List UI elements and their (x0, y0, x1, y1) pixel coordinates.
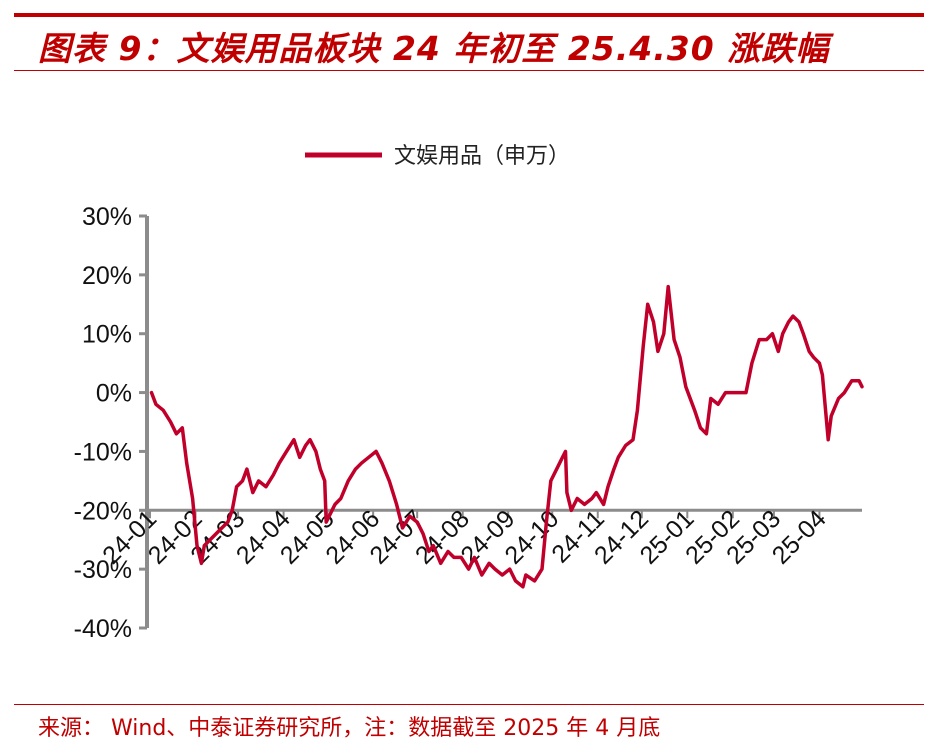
y-tick-label: 20% (82, 262, 132, 290)
y-tick-label: -10% (74, 438, 132, 466)
top-rule (14, 13, 924, 17)
y-tick-label: -30% (74, 556, 132, 584)
source-note: 来源： Wind、中泰证券研究所，注：数据截至 2025 年 4 月底 (38, 716, 661, 741)
y-tick-label: -40% (74, 615, 132, 643)
y-tick-label: -20% (74, 497, 132, 525)
legend: 文娱用品（申万） (305, 144, 570, 169)
series-line (149, 284, 864, 589)
y-axis: 30% 20% 10% 0% -10% -20% -30% -40% (74, 203, 149, 643)
source-rule (14, 704, 924, 705)
legend-label: 文娱用品（申万） (394, 144, 570, 169)
chart-title: 图表 9：文娱用品板块 24 年初至 25.4.30 涨跌幅 (38, 29, 830, 68)
line-chart: 文娱用品（申万） 30%20%10%0%-10%-20%-30%-40% 24-… (74, 144, 864, 643)
y-tick-label: 10% (82, 321, 132, 349)
x-tick-label: 25-04 (767, 505, 832, 570)
title-rule (14, 70, 924, 71)
y-tick-label: 0% (96, 380, 132, 408)
y-tick-label: 30% (82, 203, 132, 231)
